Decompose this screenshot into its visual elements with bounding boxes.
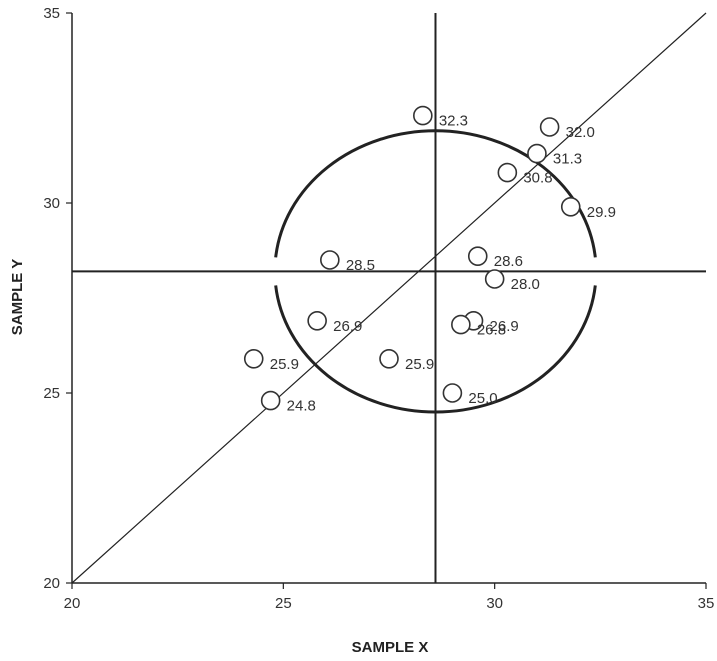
x-tick-label: 25 [275,595,292,612]
x-tick-label: 35 [698,595,715,612]
data-label: 25.9 [405,356,434,373]
circle-lower-arc [274,285,597,414]
y-tick-label: 25 [43,385,60,402]
tick-labels: 20 25 30 35 20 25 30 35 [43,5,714,612]
identity-line [71,12,707,584]
data-label: 26.9 [333,318,362,335]
data-label: 26.9 [490,318,519,335]
identity-line-segment [71,12,707,584]
data-label: 26.8 [477,322,506,339]
data-label: 25.9 [270,356,299,373]
mean-lines [72,13,706,583]
data-point [379,348,399,369]
data-points [243,105,581,411]
x-tick-label: 20 [64,595,81,612]
data-point [451,314,471,335]
data-label: 25.0 [468,390,497,407]
data-label: 28.5 [346,257,375,274]
x-axis-title: SAMPLE X [352,639,429,656]
data-point [539,117,560,137]
x-tick-label: 30 [486,595,503,612]
data-point [497,162,518,183]
axes [66,12,707,589]
y-axis-title: SAMPLE Y [9,259,26,335]
data-point [484,269,505,289]
data-label: 31.3 [553,151,582,168]
data-label: 29.9 [587,204,616,221]
data-label: 30.8 [523,170,552,187]
data-point [243,348,264,369]
data-point [320,250,340,270]
data-point [307,310,327,331]
data-label: 24.8 [287,398,316,415]
y-tick-label: 30 [43,195,60,212]
y-tick-label: 35 [43,5,60,22]
data-point [442,383,463,403]
data-point [260,390,281,411]
data-point [467,246,488,267]
data-label: 32.3 [439,113,468,130]
data-label: 32.0 [566,124,595,141]
data-label: 28.6 [494,253,523,270]
data-labels: 32.3 32.0 31.330.8 29.9 28.5 28.6 28.0 26.9 26.9… [270,113,616,415]
data-point [527,143,547,164]
data-point [560,197,581,217]
data-label: 28.0 [511,276,540,293]
data-point [413,105,433,126]
y-tick-label: 20 [43,575,60,592]
